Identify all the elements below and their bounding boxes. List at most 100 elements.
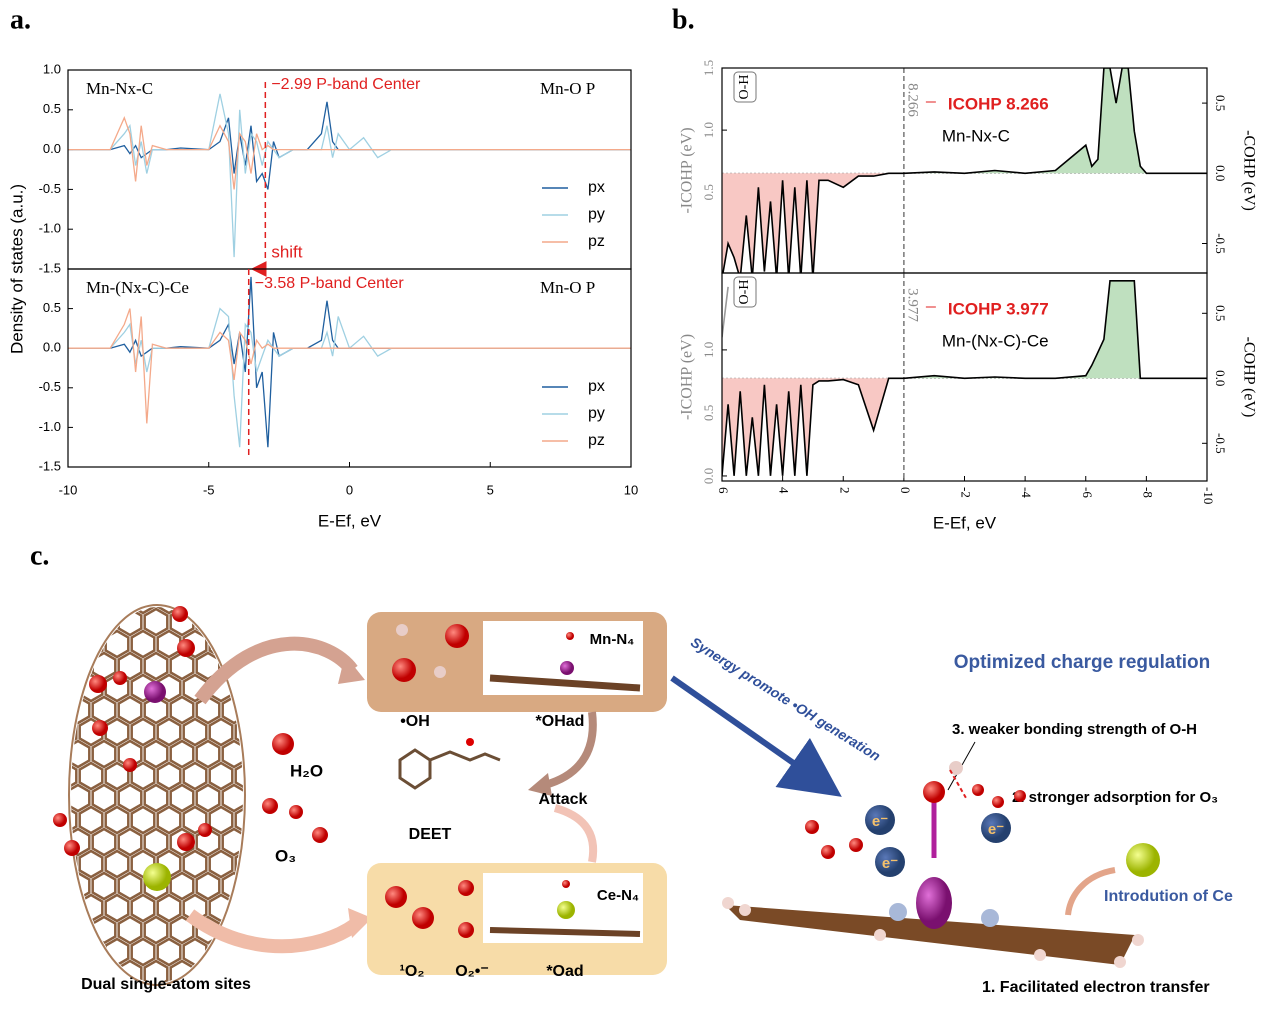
bond-box [733, 276, 757, 308]
label: O₂•⁻ [455, 963, 489, 980]
hexagon [195, 871, 221, 901]
hexagon [221, 827, 243, 857]
y-tick-label: 1.0 [43, 61, 61, 76]
orbital-label: Mn-O P [540, 278, 595, 297]
hexagon [104, 937, 130, 967]
y2-tick-label: 0.5 [1213, 95, 1228, 111]
series-line [68, 308, 631, 424]
series-line [68, 276, 631, 448]
fill-group [903, 68, 1207, 174]
series-line [722, 286, 729, 338]
hexagon [156, 893, 182, 923]
hydrogen-atom [949, 761, 963, 775]
label: 2. stronger adsorption for O₃ [1012, 789, 1218, 806]
hexagon [195, 783, 221, 813]
y-tick-label: -1.5 [39, 260, 61, 275]
hexagon [221, 739, 243, 769]
subplot: 0.0 0.5 1.0 -0.5 0.0 0.5 6 4 2 0 -2 -4 -6 -8 -10 -ICOHP… [679, 272, 1257, 532]
hexagon [234, 607, 243, 615]
hexagon [71, 937, 78, 967]
legend-label: pz [588, 233, 605, 250]
x-tick-label: -2 [959, 487, 974, 498]
panel-label: c. [30, 540, 49, 571]
y-tick-label: 0.5 [43, 101, 61, 116]
hexagon [130, 629, 156, 659]
legend-label: py [588, 405, 605, 422]
hexagon [71, 607, 78, 615]
y2-axis-label: -COHP (eV) [1240, 130, 1257, 211]
hexagon [71, 761, 78, 791]
icohp-axis-value: 3.977 [904, 288, 920, 322]
hexagon [195, 827, 221, 857]
hexagon [104, 849, 130, 879]
hexagon [117, 871, 143, 901]
plot-area [722, 273, 1207, 481]
frame [721, 272, 1208, 482]
site-ellipse [68, 604, 246, 986]
hexagon [182, 805, 208, 835]
x-tick-label: -6 [1080, 487, 1095, 498]
hexagon [104, 717, 130, 747]
hexagon [91, 739, 117, 769]
label: Mn-N₄ [590, 631, 635, 648]
fill-group [903, 280, 1207, 379]
hydrogen-atoms [722, 897, 1144, 968]
hexagon [104, 607, 130, 615]
hexagon [195, 739, 221, 769]
y2-tick-label: 0.0 [1213, 165, 1228, 181]
hexagon [234, 673, 243, 703]
hexagon [143, 607, 169, 637]
hexagon [71, 827, 91, 857]
hexagon [143, 651, 169, 681]
x-tick-label: 2 [837, 487, 852, 494]
band-center-label: −2.99 P-band Center [271, 76, 421, 93]
hexagon [71, 629, 78, 659]
x-tick-label: 5 [487, 482, 494, 497]
hexagon [71, 849, 78, 879]
x-tick-label: 6 [716, 487, 731, 494]
hexagon [117, 651, 143, 681]
oxygen-atom [412, 907, 434, 929]
system-label: Mn-(Nx-C)-Ce [86, 278, 189, 297]
bond-label: O-H [737, 280, 752, 305]
sheet [489, 927, 641, 937]
hexagon [234, 849, 243, 879]
hexagon [249, 741, 272, 767]
hexagon [234, 893, 243, 923]
flow-arrow [185, 909, 360, 954]
hexagon [169, 651, 195, 681]
system-label: Mn-Nx-C [942, 126, 1010, 145]
antibonding-area [722, 378, 904, 476]
y2-tick-label: -0.5 [1213, 233, 1228, 254]
hexagon [143, 827, 169, 857]
x-tick-label: -10 [59, 482, 78, 497]
hexagon [249, 961, 272, 987]
x-tick-label: 10 [624, 482, 638, 497]
label: •OH [400, 713, 430, 730]
ce-atom [143, 863, 171, 891]
hexagon [208, 717, 234, 747]
y-tick-label: -1.5 [39, 458, 61, 473]
hexagon [249, 697, 272, 723]
hexagon [130, 937, 156, 967]
bonding-area [903, 68, 1207, 174]
hexagon [78, 805, 104, 835]
series-line [722, 68, 1207, 273]
hexagon [104, 805, 130, 835]
hexagon [234, 761, 243, 791]
label: Synergy promote •OH generation [688, 634, 883, 764]
flow-arrow-head [348, 908, 372, 938]
hexagon [249, 609, 272, 635]
label: *Oad [546, 963, 583, 980]
hexagon [78, 607, 104, 615]
hexagon [182, 607, 208, 615]
hexagon [208, 805, 234, 835]
hexagon [208, 893, 234, 923]
hexagon [91, 695, 117, 725]
hexagon [91, 871, 117, 901]
y-tick-label: 0.5 [43, 300, 61, 315]
hydrogen-atom [396, 624, 408, 636]
hexagon [182, 761, 208, 791]
hexagon [117, 827, 143, 857]
